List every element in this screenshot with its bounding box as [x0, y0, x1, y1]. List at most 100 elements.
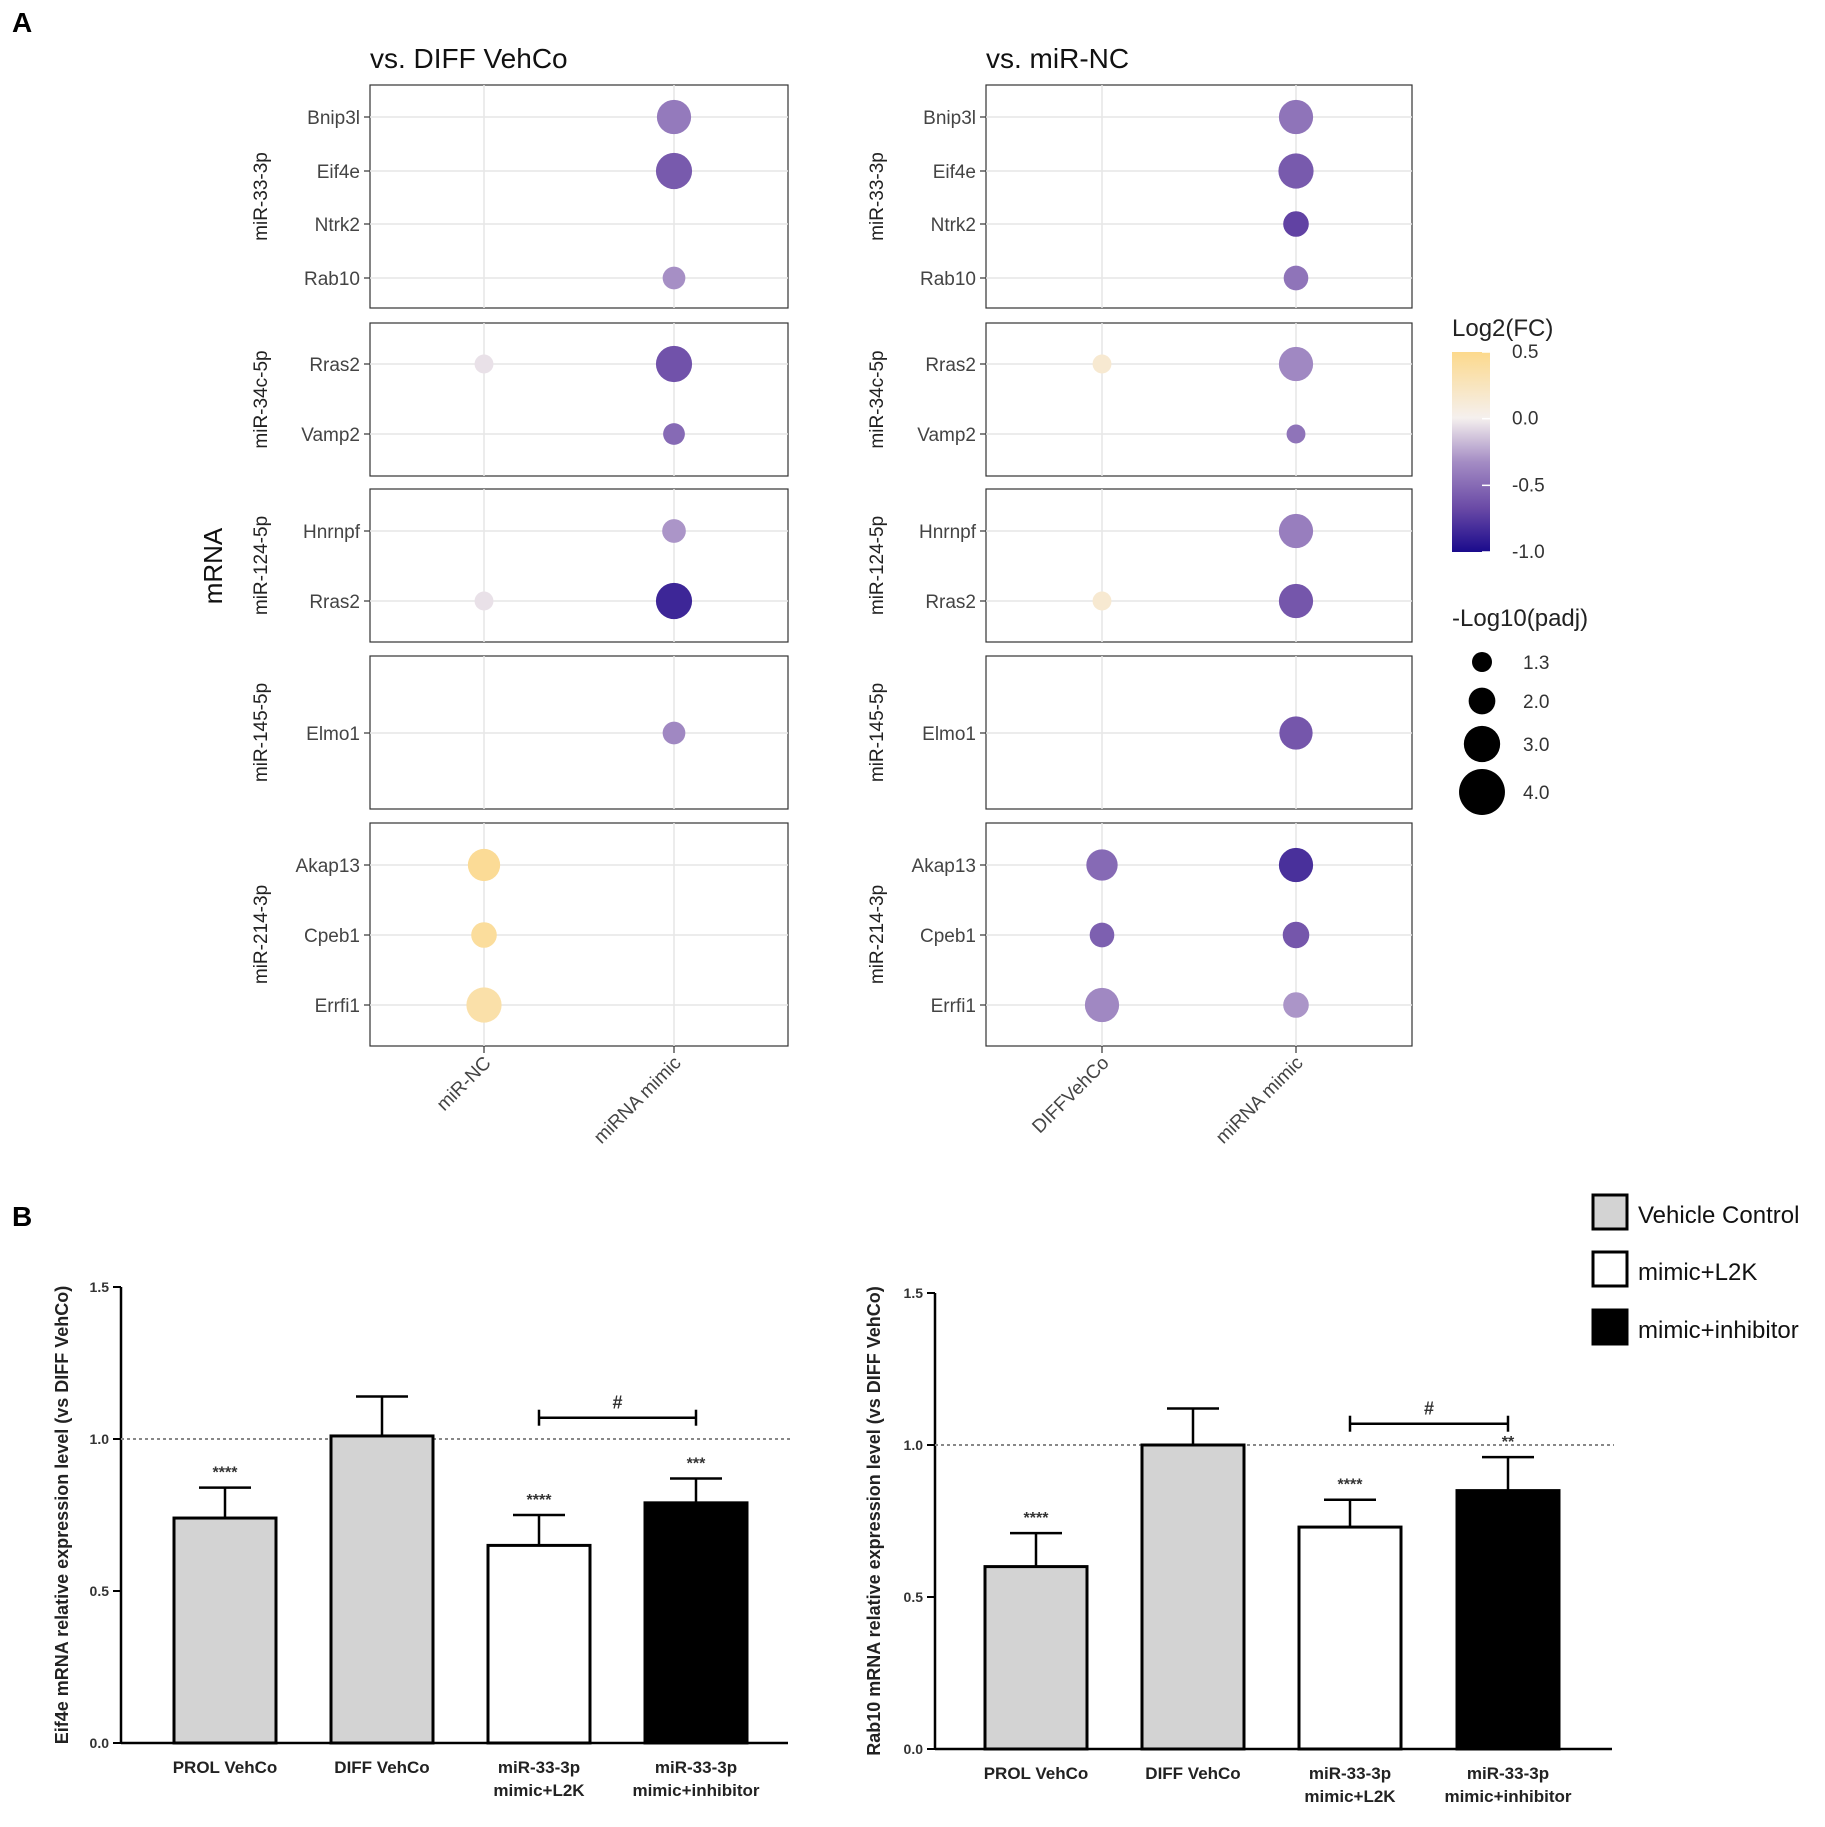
facet-miR-124-5p: Hnrnpf Rras2 miR-124-5p	[867, 488, 1413, 643]
y-tick-label: 1.0	[90, 1431, 110, 1447]
x-category-label: miR-33-3p	[655, 1758, 737, 1777]
bubble-point	[1283, 265, 1309, 291]
gene-label: Eif4e	[933, 162, 976, 183]
color-legend-bar	[1452, 352, 1490, 552]
bubble-point	[1092, 354, 1112, 374]
color-tick-label: 0.5	[1512, 342, 1538, 363]
bubble-point	[1089, 922, 1115, 948]
bar	[1140, 1443, 1246, 1751]
bar	[643, 1501, 749, 1745]
bubble-point	[656, 99, 692, 135]
x-category-label: miR-33-3p	[1309, 1764, 1391, 1783]
bubble-point	[1278, 346, 1314, 382]
panel-label-b: B	[12, 1201, 32, 1232]
gene-label: Hnrnpf	[919, 522, 977, 543]
size-legend-dot	[1468, 687, 1496, 715]
gene-label: Akap13	[296, 856, 360, 877]
gene-label: Rab10	[920, 269, 976, 290]
gene-label: Vamp2	[917, 425, 976, 446]
size-legend-label: 4.0	[1523, 783, 1549, 804]
bubble-point	[1278, 847, 1314, 883]
bubble-point	[1278, 513, 1314, 549]
bar-legend-label: mimic+L2K	[1638, 1259, 1757, 1286]
x-category-label: DIFF VehCo	[1145, 1764, 1240, 1783]
bar-legend-label: Vehicle Control	[1638, 1202, 1799, 1229]
gene-label: Errfi1	[315, 996, 360, 1017]
facet-label: miR-145-5p	[251, 683, 272, 782]
facet-panel	[369, 84, 789, 309]
facet-panel	[985, 488, 1413, 643]
x-tick-label: DIFFVehCo	[1028, 1053, 1113, 1138]
bubble-point	[662, 721, 686, 745]
bubble-point	[1278, 99, 1314, 135]
x-category-label: PROL VehCo	[984, 1764, 1089, 1783]
gene-label: Vamp2	[301, 425, 360, 446]
facet-miR-33-3p: Bnip3l Eif4e Ntrk2 Rab10 miR-33-3p	[251, 84, 789, 309]
bubble-point	[1283, 992, 1309, 1018]
comparison-marker: #	[1424, 1399, 1434, 1419]
bubble-chart-vs-diff-vehco: vs. DIFF VehCo mRNA Bnip3l Eif4e Ntrk2 Rab10 m…	[198, 43, 789, 1148]
bubble-point	[1278, 583, 1314, 619]
comparison-marker: #	[612, 1393, 622, 1413]
color-legend-title: Log2(FC)	[1452, 315, 1553, 342]
x-category-label: mimic+inhibitor	[632, 1781, 759, 1800]
facet-miR-124-5p: Hnrnpf Rras2 miR-124-5p	[251, 488, 789, 643]
facet-panel	[985, 322, 1413, 477]
facet-label: miR-34c-5p	[251, 350, 272, 448]
bubble-point	[663, 423, 685, 445]
facet-panel	[369, 488, 789, 643]
size-legend-label: 3.0	[1523, 735, 1549, 756]
facet-miR-34c-5p: Rras2 Vamp2 miR-34c-5p	[251, 322, 789, 477]
facet-label: miR-124-5p	[867, 516, 888, 615]
x-category-label: DIFF VehCo	[334, 1758, 429, 1777]
x-category-label: miR-33-3p	[498, 1758, 580, 1777]
size-legend-dot	[1472, 652, 1492, 672]
size-legend-label: 2.0	[1523, 692, 1549, 713]
bar-y-axis-label: Rab10 mRNA relative expression level (vs…	[864, 1286, 884, 1756]
size-legend-dot	[1459, 769, 1505, 815]
bar-chart-rab10: Rab10 mRNA relative expression level (vs…	[864, 1285, 1614, 1806]
y-tick-label: 1.5	[90, 1279, 110, 1295]
bubble-chart-vs-mir-nc: vs. miR-NC Bnip3l Eif4e Ntrk2 Rab10 miR-33-3p…	[867, 43, 1413, 1148]
bubble-point	[474, 354, 494, 374]
bar-legend-swatch	[1591, 1308, 1629, 1346]
bubble-point	[1283, 211, 1309, 237]
facet-label: miR-34c-5p	[867, 350, 888, 448]
bar-legend-swatch	[1591, 1193, 1629, 1231]
y-tick-label: 1.0	[904, 1437, 924, 1453]
facet-miR-214-3p: Akap13 Cpeb1 Errfi1 miR-214-3p	[251, 822, 789, 1047]
bubble-point	[662, 519, 686, 543]
bubble-point	[1086, 849, 1118, 881]
x-tick-label: miRNA mimic	[590, 1053, 685, 1148]
gene-label: Errfi1	[931, 996, 976, 1017]
bubble-point	[1282, 921, 1310, 949]
bubble-chart-title: vs. miR-NC	[986, 43, 1129, 74]
significance-marker: ****	[1338, 1477, 1364, 1494]
bubble-point	[471, 922, 497, 948]
bubble-point	[1286, 424, 1306, 444]
bar	[486, 1543, 592, 1745]
bubble-point	[466, 987, 502, 1023]
y-tick-label: 0.0	[90, 1735, 110, 1751]
significance-marker: ***	[687, 1456, 706, 1473]
size-legend: -Log10(padj) 1.3 2.0 3.0 4.0	[1452, 605, 1588, 815]
x-category-label: miR-33-3p	[1467, 1764, 1549, 1783]
color-tick-label: -1.0	[1512, 542, 1545, 563]
gene-label: Elmo1	[306, 724, 360, 745]
facet-label: miR-214-3p	[867, 885, 888, 984]
y-tick-label: 1.5	[904, 1285, 924, 1301]
x-category-label: PROL VehCo	[173, 1758, 278, 1777]
bar-chart-eif4e: Eif4e mRNA relative expression level (vs…	[52, 1279, 790, 1800]
bubble-chart-title: vs. DIFF VehCo	[370, 43, 568, 74]
facet-panel	[985, 84, 1413, 309]
gene-label: Rras2	[309, 355, 360, 376]
gene-label: Akap13	[912, 856, 976, 877]
significance-marker: ****	[527, 1492, 553, 1509]
bubble-point	[1278, 153, 1314, 189]
facet-label: miR-145-5p	[867, 683, 888, 782]
x-tick-label: miRNA mimic	[1212, 1053, 1307, 1148]
gene-label: Cpeb1	[304, 926, 360, 947]
y-tick-label: 0.5	[904, 1589, 924, 1605]
gene-label: Ntrk2	[931, 215, 976, 236]
